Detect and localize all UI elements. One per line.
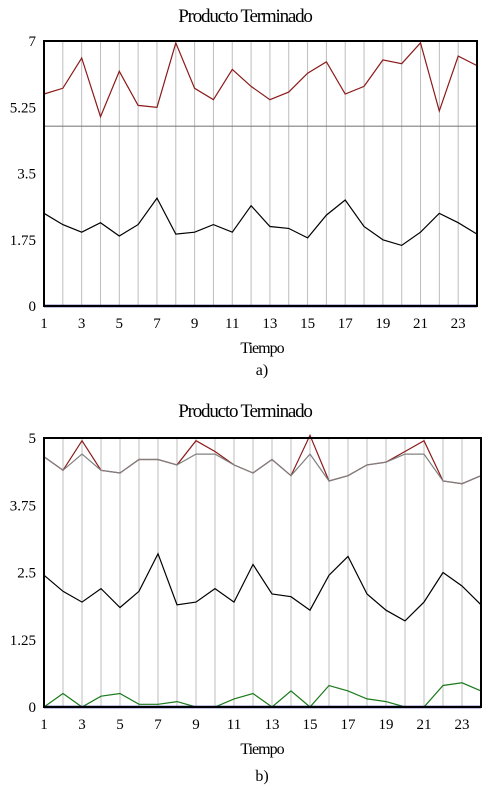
- chart-b-x-tick-label: 21: [417, 717, 432, 733]
- chart-b-caption: b): [255, 768, 268, 785]
- chart-b-y-tick-label: 0: [29, 700, 37, 716]
- chart-a-x-tick-label: 17: [338, 316, 354, 332]
- chart-b-series: [43, 433, 482, 709]
- chart-b-x-tick-label: 17: [341, 717, 357, 733]
- chart-b-title: Producto Terminado: [178, 401, 312, 422]
- chart-b-x-tick-label: 5: [116, 717, 124, 733]
- chart-a-x-tick-label: 13: [262, 316, 277, 332]
- chart-a-series: [43, 41, 478, 308]
- chart-a-x-tick-label: 23: [451, 316, 466, 332]
- chart-b-y-tick-label: 5: [29, 431, 37, 447]
- chart-a-y-tick-label: 0: [29, 299, 37, 315]
- chart-b-series-0-line: [43, 433, 482, 485]
- chart-a-y-tick-label: 5.25: [10, 100, 36, 116]
- chart-b-y-tick-label: 3.75: [10, 498, 36, 514]
- chart-b-y-ticks: 5 3.75 2.5 1.25 0: [10, 431, 36, 716]
- chart-a-x-tick-label: 19: [375, 316, 390, 332]
- chart-a-series-0-line: [43, 41, 478, 119]
- chart-a-y-tick-label: 3.5: [17, 167, 36, 183]
- chart-a-x-ticks: 1 3 5 7 9 11 13 15 17 19 21 23: [40, 316, 465, 332]
- chart-a-grid: [43, 41, 478, 306]
- chart-a-x-tick-label: 21: [413, 316, 428, 332]
- chart-b: Producto Terminado 53.752.51.250 1 3 5 7 9 11…: [10, 401, 482, 785]
- chart-a: Producto Terminado 75.253.51.750 1 3 5 7 9 11…: [10, 6, 478, 379]
- chart-b-y-tick-label: 1.25: [10, 633, 36, 649]
- chart-a-y-tick-label: 7: [29, 34, 37, 50]
- chart-a-x-tick-label: 5: [116, 316, 124, 332]
- chart-b-y-tick-label: 2.5: [17, 566, 36, 582]
- chart-a-y-ticks: 7 5.25 3.5 1.75 0: [10, 34, 37, 315]
- chart-b-plot-frame: [43, 437, 482, 708]
- chart-b-x-tick-label: 13: [265, 717, 280, 733]
- chart-b-x-tick-label: 9: [192, 717, 200, 733]
- chart-a-title: Producto Terminado: [178, 6, 312, 27]
- chart-a-caption: a): [256, 362, 268, 379]
- chart-b-series-3-line: [43, 682, 482, 708]
- chart-b-x-tick-label: 11: [227, 717, 241, 733]
- chart-b-x-tick-label: 1: [40, 717, 48, 733]
- chart-a-series-2-line: [43, 196, 478, 247]
- chart-b-x-ticks: 1 3 5 7 9 11 13 15 17 19 21 23: [40, 717, 469, 733]
- chart-a-x-tick-label: 11: [225, 316, 239, 332]
- chart-a-x-tick-label: 1: [40, 316, 48, 332]
- chart-b-grid: [43, 438, 482, 707]
- chart-a-x-tick-label: 3: [78, 316, 86, 332]
- chart-b-series-1-line: [43, 453, 482, 485]
- chart-b-x-axis-label: Tiempo: [240, 741, 284, 758]
- chart-a-x-tick-label: 7: [153, 316, 161, 332]
- chart-b-x-tick-label: 7: [154, 717, 162, 733]
- chart-b-series-2-line: [43, 552, 482, 622]
- chart-a-plot-frame: [43, 40, 478, 307]
- chart-b-x-tick-label: 23: [455, 717, 470, 733]
- chart-b-x-tick-label: 19: [379, 717, 394, 733]
- chart-a-y-tick-label: 1.75: [10, 233, 36, 249]
- chart-a-x-tick-label: 9: [191, 316, 199, 332]
- chart-b-x-tick-label: 15: [303, 717, 318, 733]
- chart-b-x-tick-label: 3: [78, 717, 86, 733]
- chart-a-x-axis-label: Tiempo: [240, 340, 284, 357]
- chart-a-x-tick-label: 15: [300, 316, 315, 332]
